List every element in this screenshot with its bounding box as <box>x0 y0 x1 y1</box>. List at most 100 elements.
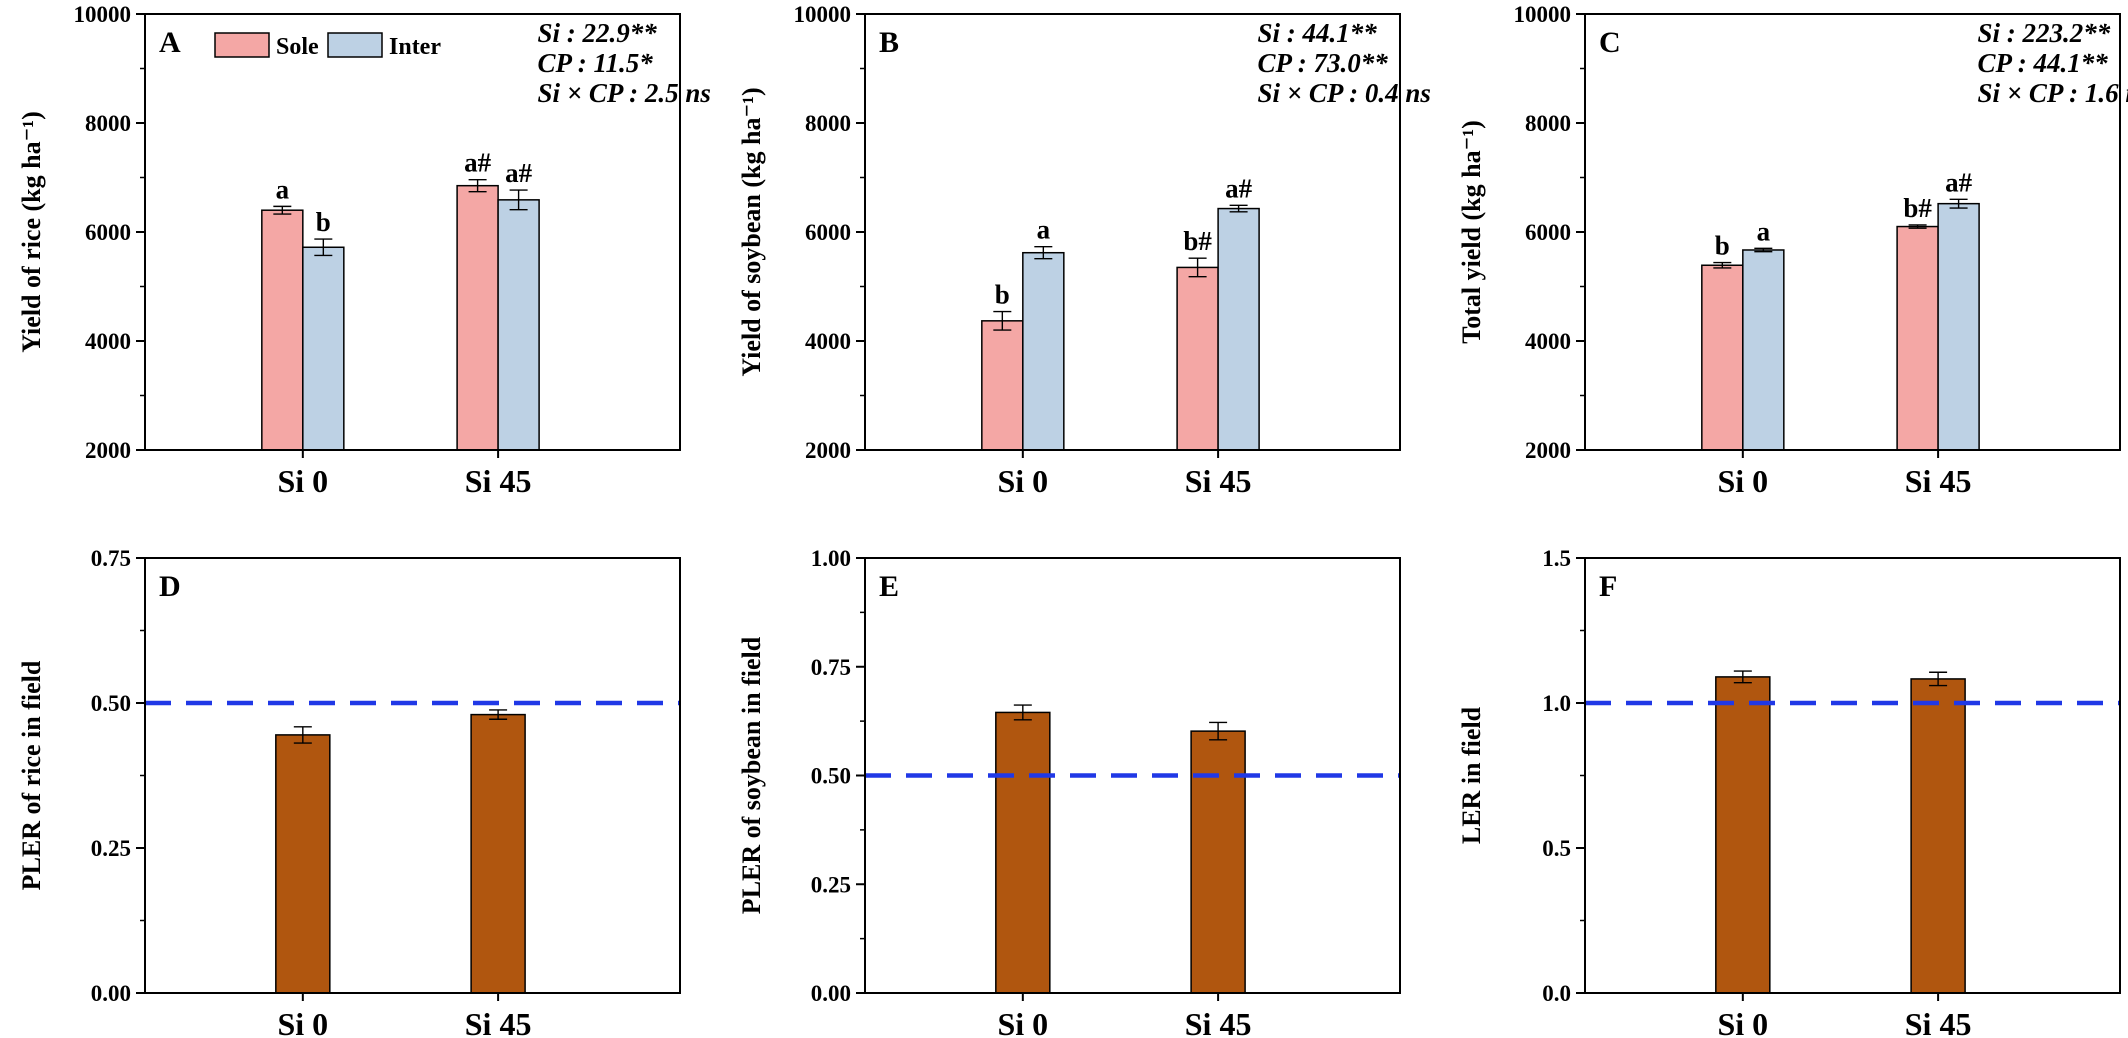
bar-c-sole-si45 <box>1896 225 1939 451</box>
y-tick-label: 2000 <box>1525 438 1571 463</box>
y-tick-label: 6000 <box>805 220 851 245</box>
panel-c: b b# a a# 2000 4000 6000 8000 10000 Si 0 Si 45 Tota… <box>1457 2 2128 499</box>
y-tick-label: 4000 <box>1525 329 1571 354</box>
y-tick-label: 8000 <box>1525 111 1571 136</box>
panel-e: 0.00 0.25 0.50 0.75 1.00 Si 0 Si 45 PLER of soy… <box>737 546 1401 1038</box>
y-axis-label: Yield of soybean (kg ha⁻¹) <box>737 87 766 376</box>
error-bar <box>1188 257 1207 278</box>
x-category-label: Si 45 <box>465 1006 532 1038</box>
panel-f: 0.0 0.5 1.0 1.5 Si 0 Si 45 LER in field F <box>1457 546 2121 1038</box>
plot-frame <box>1584 557 2121 994</box>
significance-letter: b <box>316 207 331 237</box>
error-bar <box>1209 721 1228 741</box>
panel-label: B <box>879 26 899 59</box>
y-tick-label: 0.5 <box>1542 836 1571 861</box>
error-bar <box>1949 198 1968 209</box>
y-tick-label: 6000 <box>1525 220 1571 245</box>
y-tick-label: 4000 <box>805 329 851 354</box>
anova-stat: CP : 11.5* <box>538 48 654 78</box>
y-tick-label: 0.25 <box>811 872 851 897</box>
error-bar <box>993 310 1012 331</box>
significance-letter: a# <box>505 158 533 188</box>
y-tick-label: 10000 <box>74 2 132 27</box>
significance-letter: b# <box>1903 193 1932 223</box>
y-axis-label: LER in field <box>1457 706 1486 844</box>
y-axis-label: PLER of rice in field <box>17 660 46 890</box>
significance-letter: a <box>1757 216 1771 246</box>
bar-f-si0 <box>1715 676 1771 994</box>
panel-label: C <box>1599 26 1621 59</box>
error-bar <box>1754 247 1773 253</box>
panel-label: E <box>879 570 899 603</box>
x-category-label: Si 0 <box>1717 463 1768 499</box>
bar-e-si45 <box>1190 730 1246 994</box>
error-bar <box>468 178 487 193</box>
panel-b: b b# a a# 2000 4000 6000 8000 10000 Si 0 Si 45 Yiel… <box>737 2 1431 499</box>
y-tick-label: 8000 <box>805 111 851 136</box>
y-tick-label: 1.00 <box>811 546 851 571</box>
significance-letter: a <box>276 174 290 204</box>
panel-label: D <box>159 570 181 603</box>
significance-letter: b# <box>1183 226 1212 256</box>
anova-stat: Si × CP : 2.5 ns <box>538 78 711 108</box>
bar-c-sole-si0 <box>1701 264 1744 451</box>
x-category-label: Si 45 <box>1185 1006 1252 1038</box>
plot-frame <box>144 557 681 994</box>
error-bar <box>293 726 312 744</box>
x-category-label: Si 0 <box>997 463 1048 499</box>
y-tick-label: 0.50 <box>811 764 851 789</box>
anova-stat: CP : 73.0** <box>1258 48 1389 78</box>
legend-label-sole: Sole <box>276 34 319 60</box>
y-tick-label: 1.5 <box>1542 546 1571 571</box>
bar-a-inter-si0 <box>302 246 345 451</box>
error-bar <box>1733 670 1752 684</box>
anova-stat: Si × CP : 0.4 ns <box>1258 78 1431 108</box>
y-tick-label: 0.25 <box>91 836 131 861</box>
panel-label: F <box>1599 570 1617 603</box>
error-bar <box>273 205 292 215</box>
x-category-label: Si 45 <box>1185 463 1252 499</box>
panel-d: 0.00 0.25 0.50 0.75 Si 0 Si 45 PLER of rice in… <box>17 546 681 1038</box>
y-tick-label: 8000 <box>85 111 131 136</box>
legend-swatch-sole <box>214 32 270 58</box>
error-bar <box>1229 204 1248 213</box>
error-bar <box>1013 704 1032 721</box>
bar-a-inter-si45 <box>497 199 540 451</box>
anova-stat: Si × CP : 1.6 ns <box>1978 78 2128 108</box>
y-tick-label: 2000 <box>85 438 131 463</box>
bar-b-sole-si0 <box>981 320 1024 451</box>
y-tick-label: 0.75 <box>91 546 131 571</box>
error-bar <box>314 238 333 257</box>
x-category-label: Si 0 <box>997 1006 1048 1038</box>
significance-letter: a# <box>1225 173 1253 203</box>
y-tick-label: 0.00 <box>91 981 131 1006</box>
error-bar <box>489 709 508 720</box>
significance-letter: a <box>1037 215 1051 245</box>
anova-stat: CP : 44.1** <box>1978 48 2109 78</box>
error-bar <box>1034 246 1053 260</box>
x-category-label: Si 45 <box>465 463 532 499</box>
error-bar <box>509 189 528 211</box>
y-tick-label: 2000 <box>805 438 851 463</box>
y-tick-label: 0.50 <box>91 691 131 716</box>
y-tick-label: 0.75 <box>811 655 851 680</box>
error-bar <box>1908 224 1927 229</box>
error-bar <box>1713 261 1732 269</box>
y-axis-label: Yield of rice (kg ha⁻¹) <box>17 111 46 353</box>
anova-stat: Si : 223.2** <box>1978 18 2111 48</box>
x-category-label: Si 0 <box>277 463 328 499</box>
bar-f-si45 <box>1910 678 1966 994</box>
bar-a-sole-si0 <box>261 209 304 451</box>
bar-c-inter-si0 <box>1742 249 1785 451</box>
anova-stat: Si : 22.9** <box>538 18 658 48</box>
y-tick-label: 10000 <box>794 2 852 27</box>
y-tick-label: 0.0 <box>1542 981 1571 1006</box>
legend-swatch-inter <box>327 32 383 58</box>
bar-b-sole-si45 <box>1176 266 1219 451</box>
y-tick-label: 4000 <box>85 329 131 354</box>
anova-stat: Si : 44.1** <box>1258 18 1378 48</box>
bar-c-inter-si45 <box>1937 202 1980 451</box>
x-category-label: Si 45 <box>1905 463 1972 499</box>
bar-b-inter-si45 <box>1217 207 1260 451</box>
